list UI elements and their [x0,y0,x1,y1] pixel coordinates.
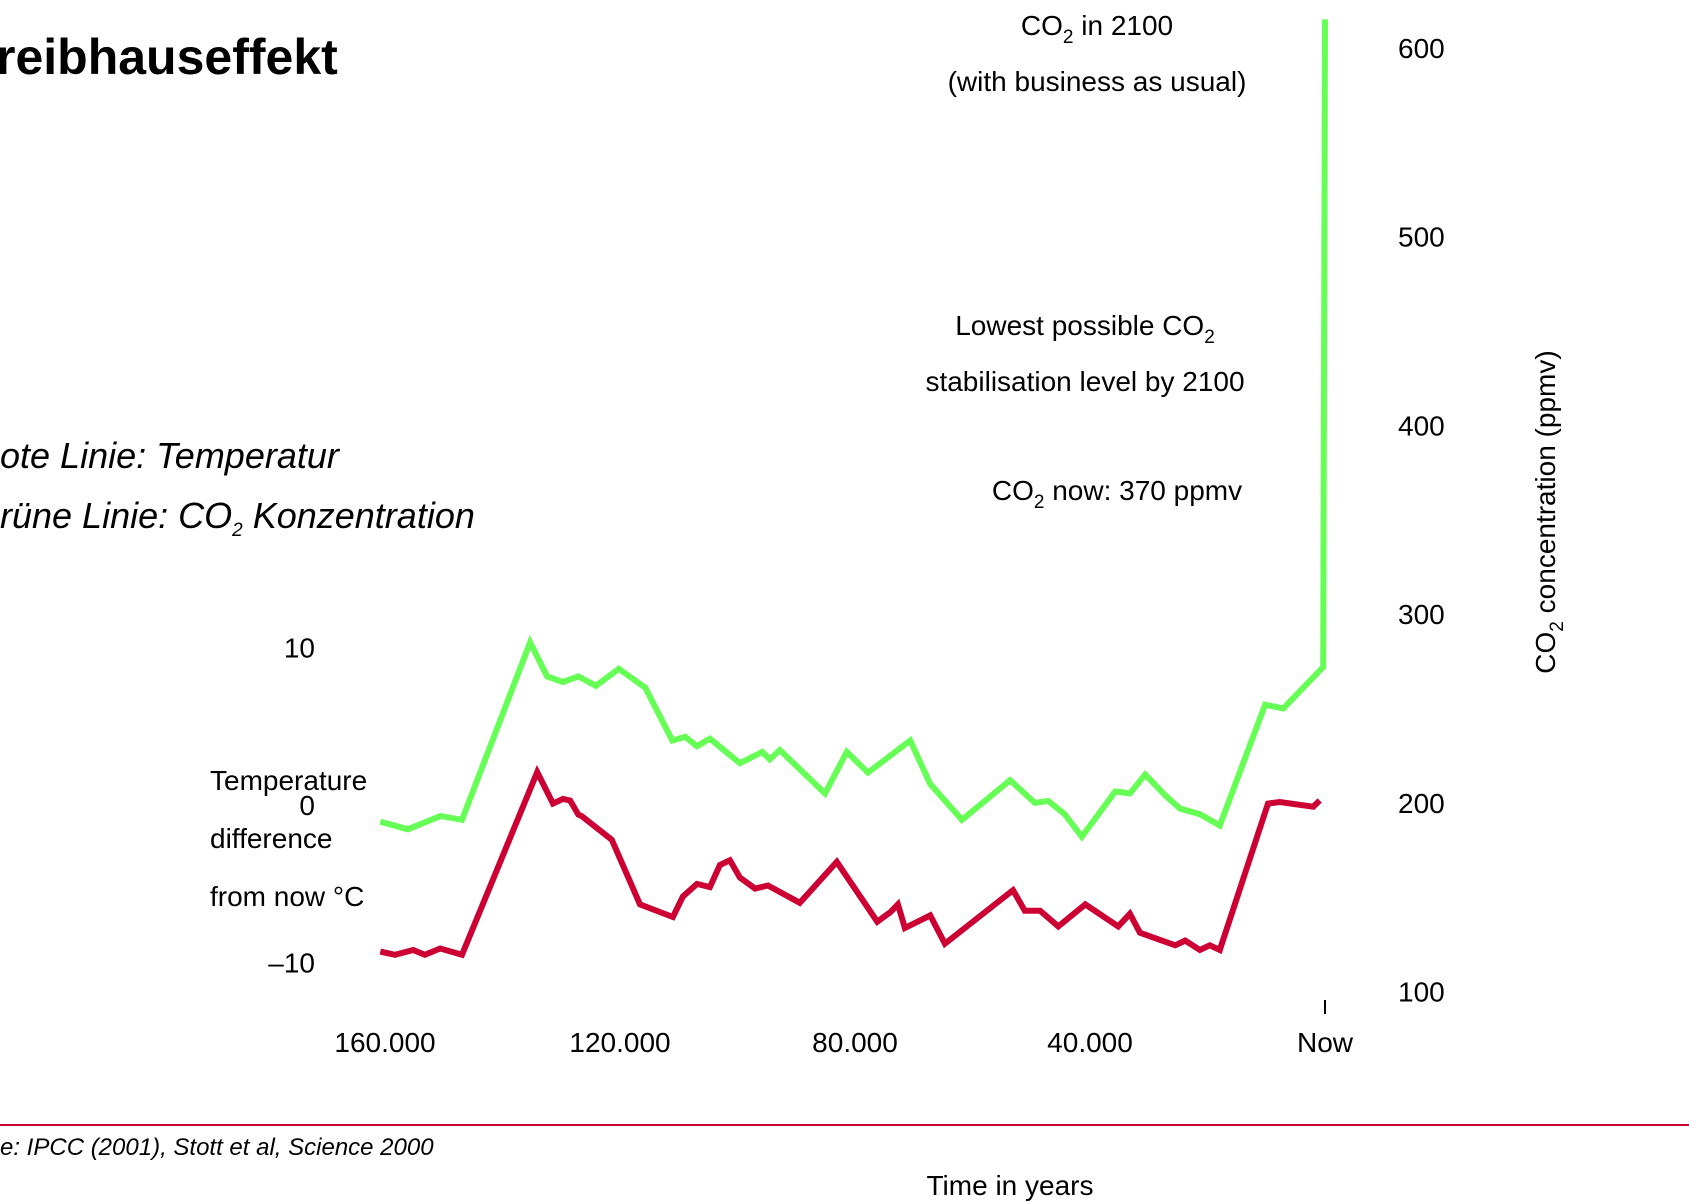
y-axis-label: Temperature [210,765,367,796]
y-tick-label: 10 [284,633,315,664]
annotation-part: Lowest possible CO [955,310,1204,341]
annotation-part: 2 [1063,27,1074,48]
x-axis-label: Time in years [926,1170,1093,1201]
y2-axis-label-part: CO [1530,632,1561,674]
y-axis-label: from now °C [210,881,364,912]
note-part: 2 [231,520,243,541]
y-axis-label: difference [210,823,332,854]
x-tick-label: Now [1297,1027,1354,1058]
y2-axis-label-part: concentration (ppmv) [1530,350,1561,621]
source: e: IPCC (2001), Stott et al, Science 200… [0,1134,434,1161]
annotation-part: 2 [1204,327,1215,348]
y2-axis-label: CO2 concentration (ppmv) [1530,350,1568,673]
annotation-part: CO [992,475,1034,506]
note-part: ote Linie: Temperatur [0,435,341,476]
note: rüne Linie: CO2 Konzentration [0,495,475,541]
annotation-part: in 2100 [1073,10,1173,41]
note-part: Konzentration [243,495,475,536]
y-tick-label: 0 [299,790,315,821]
annotation: (with business as usual) [948,66,1247,97]
x-tick-label: 40.000 [1047,1027,1133,1058]
series-line [379,19,1328,842]
annotation: CO2 now: 370 ppmv [992,475,1242,513]
note-part: rüne Linie: CO [0,495,232,536]
annotation-part: 2 [1034,492,1045,513]
x-tick-label: 80.000 [812,1027,898,1058]
y2-tick-label: 300 [1398,599,1445,630]
annotation-part: now: 370 ppmv [1044,475,1242,506]
note: ote Linie: Temperatur [0,435,341,476]
annotation: Lowest possible CO2 [955,310,1215,348]
annotation-part: stabilisation level by 2100 [925,366,1244,397]
y2-tick-label: 500 [1398,222,1445,253]
annotation: CO2 in 2100 [1021,10,1173,48]
y2-tick-label: 600 [1398,33,1445,64]
y-tick-label: –10 [268,948,315,979]
y2-tick-label: 200 [1398,788,1445,819]
title: reibhauseffekt [0,29,338,85]
series-line [379,764,1322,959]
x-tick-label: 160.000 [334,1027,435,1058]
annotation-part: (with business as usual) [948,66,1247,97]
y2-tick-label: 100 [1398,977,1445,1008]
y2-tick-label: 400 [1398,410,1445,441]
x-tick-label: 120.000 [569,1027,670,1058]
annotation-part: CO [1021,10,1063,41]
y2-axis-label-part: 2 [1547,621,1568,632]
annotation: stabilisation level by 2100 [925,366,1244,397]
